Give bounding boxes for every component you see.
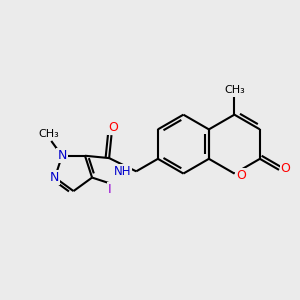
Text: N: N: [50, 171, 59, 184]
Text: NH: NH: [113, 165, 131, 178]
Text: I: I: [108, 183, 112, 196]
Text: O: O: [108, 121, 118, 134]
Text: O: O: [236, 169, 246, 182]
Text: CH₃: CH₃: [39, 130, 59, 140]
Text: N: N: [57, 149, 67, 162]
Text: CH₃: CH₃: [224, 85, 245, 94]
Text: O: O: [280, 162, 290, 175]
